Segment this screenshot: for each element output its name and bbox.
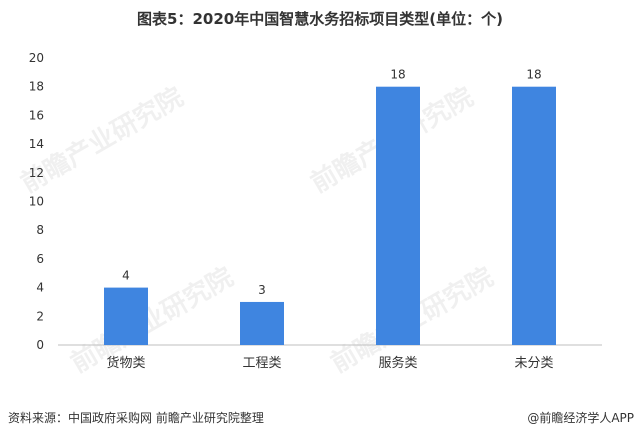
y-tick-label: 12 [29,166,44,180]
y-tick-label: 14 [29,137,44,151]
y-tick-label: 8 [36,223,44,237]
y-tick-label: 0 [36,338,44,352]
data-label: 4 [122,269,130,283]
credit-note: @前瞻经济学人APP [527,411,634,425]
data-label: 18 [390,68,405,82]
bar [376,86,420,345]
bar [512,86,556,345]
y-tick-label: 18 [29,80,44,94]
x-tick-label: 服务类 [378,355,417,371]
bar [104,287,148,345]
x-tick-label: 货物类 [106,355,145,371]
y-tick-label: 20 [29,51,44,65]
y-tick-label: 4 [36,281,44,295]
y-tick-label: 16 [29,108,44,122]
x-tick-label: 未分类 [514,356,553,371]
chart-title: 图表5：2020年中国智慧水务招标项目类型(单位：个) [137,10,503,28]
y-tick-label: 10 [29,195,44,209]
y-tick-label: 6 [36,252,44,266]
y-tick-label: 2 [36,309,44,323]
data-label: 3 [258,283,266,297]
x-tick-label: 工程类 [242,356,281,371]
bar [240,301,284,345]
data-label: 18 [526,68,541,82]
source-note: 资料来源：中国政府采购网 前瞻产业研究院整理 [8,411,264,425]
